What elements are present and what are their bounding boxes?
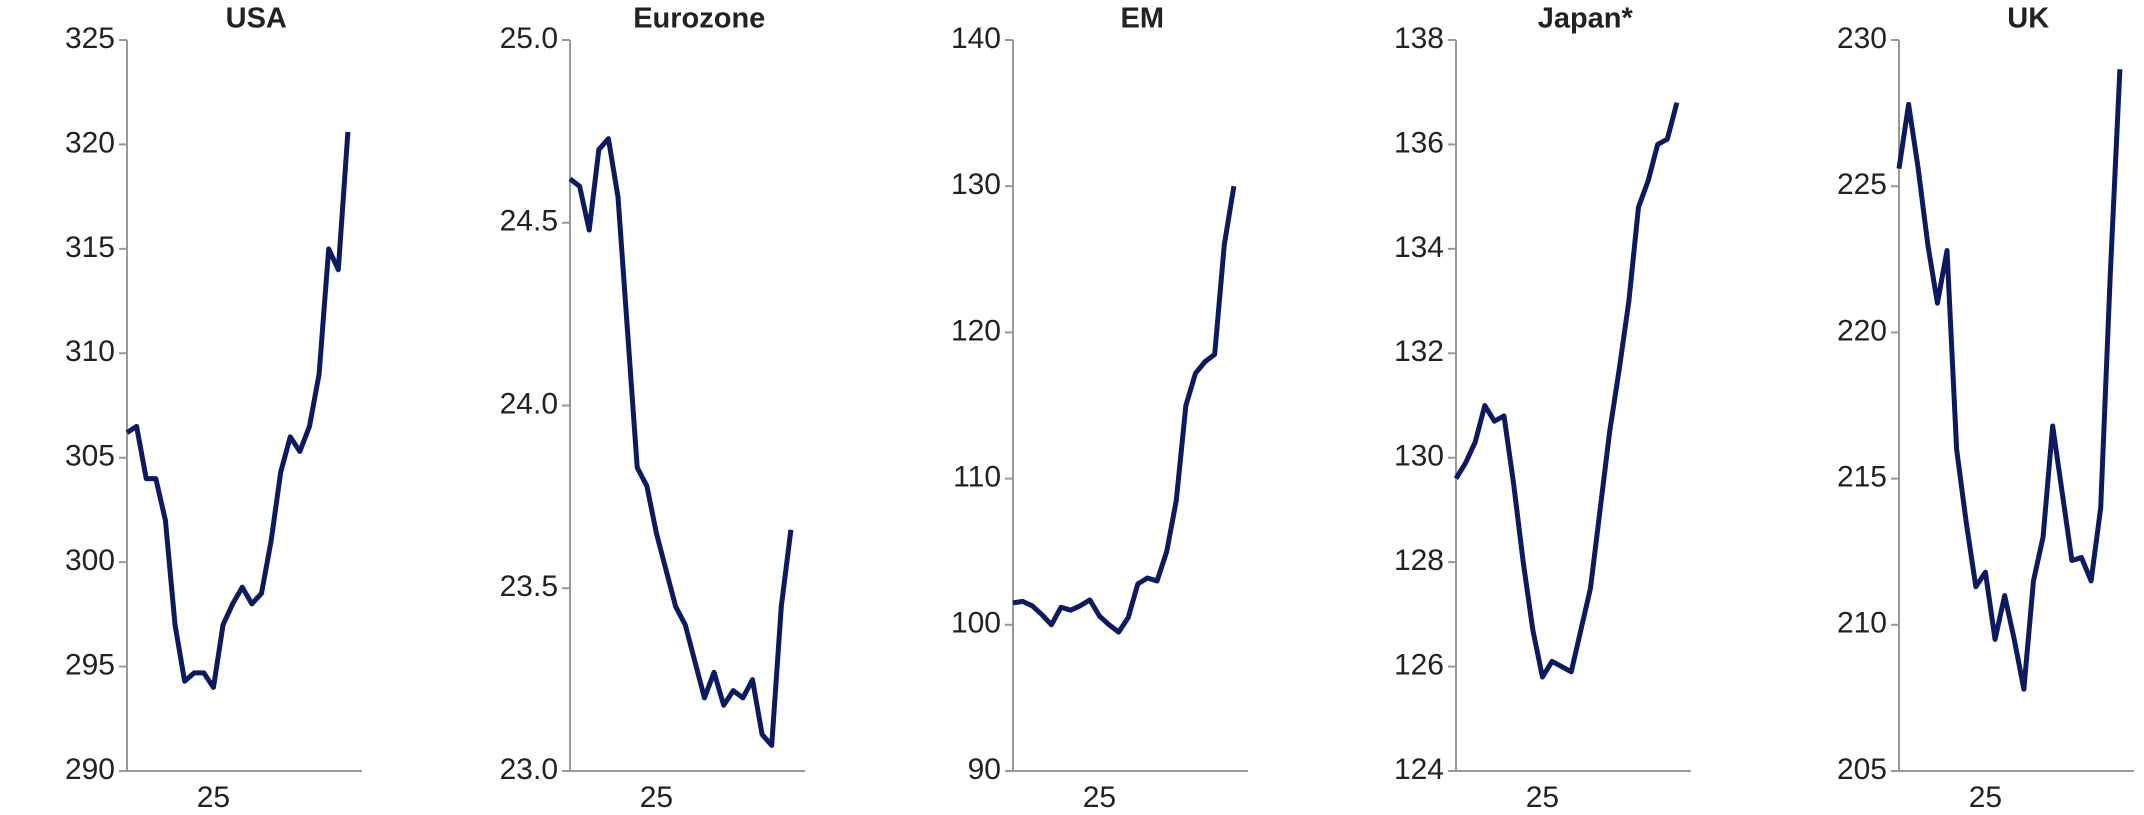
y-tick-label: 136	[1394, 126, 1444, 159]
y-tick-label: 138	[1394, 22, 1444, 55]
y-tick-label: 210	[1837, 607, 1887, 640]
chart-title: Eurozone	[633, 3, 765, 35]
line	[568, 136, 794, 748]
chart-title: UK	[2007, 3, 2049, 35]
y-tick-label: 225	[1837, 168, 1887, 201]
y-tick-label: 90	[968, 753, 1001, 786]
y-tick-label: 120	[951, 314, 1001, 347]
chart-title: Japan*	[1538, 3, 1634, 35]
y-tick-label: 128	[1394, 544, 1444, 577]
y-tick-label: 315	[65, 231, 115, 264]
y-tick-label: 23.5	[500, 570, 558, 603]
y-tick-label: 305	[65, 440, 115, 473]
y-tick-label: 320	[65, 126, 115, 159]
y-tick-label: 290	[65, 753, 115, 786]
y-tick-label: 23.0	[500, 753, 558, 786]
x-tick-label: 25	[1969, 781, 2002, 814]
y-tick-label: 220	[1837, 314, 1887, 347]
y-tick-label: 230	[1837, 22, 1887, 55]
y-tick-label: 130	[951, 168, 1001, 201]
y-tick-label: 140	[951, 22, 1001, 55]
x-tick-label: 25	[640, 781, 673, 814]
y-tick-label: 110	[953, 461, 1001, 494]
y-tick-label: 295	[65, 648, 115, 681]
line	[1012, 185, 1237, 635]
y-tick-label: 205	[1837, 753, 1887, 786]
x-tick-label: 25	[1083, 781, 1116, 814]
y-tick-label: 215	[1837, 461, 1887, 494]
y-tick-label: 126	[1394, 648, 1444, 681]
y-tick-label: 100	[951, 607, 1001, 640]
y-tick-label: 300	[65, 544, 115, 577]
y-tick-label: 124	[1394, 753, 1444, 786]
y-tick-label: 134	[1394, 231, 1444, 264]
y-tick-label: 24.0	[500, 387, 558, 420]
x-tick-label: 25	[197, 781, 230, 814]
y-tick-label: 24.5	[500, 205, 558, 238]
chart-title: EM	[1121, 3, 1165, 35]
y-tick-label: 132	[1394, 335, 1444, 368]
y-tick-label: 325	[65, 22, 115, 55]
line	[1896, 69, 2123, 692]
y-tick-label: 130	[1394, 440, 1444, 473]
y-tick-label: 310	[65, 335, 115, 368]
y-tick-label: 25.0	[500, 22, 558, 55]
chart-title: USA	[226, 3, 287, 35]
line	[125, 131, 351, 690]
line	[1453, 102, 1680, 680]
x-tick-label: 25	[1526, 781, 1559, 814]
